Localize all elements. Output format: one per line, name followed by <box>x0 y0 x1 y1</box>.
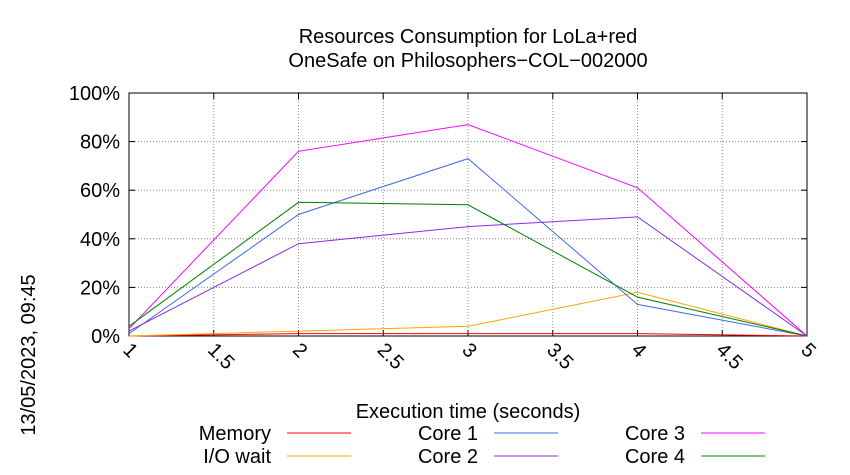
series-line-core-2 <box>128 216 808 337</box>
x-tick-label: 1 <box>118 339 141 362</box>
timestamp-label: 13/05/2023, 09:45 <box>18 274 40 435</box>
x-tick-label: 3.5 <box>542 339 577 374</box>
legend-label: Core 3 <box>625 423 685 445</box>
x-tick-label: 4 <box>627 339 650 362</box>
y-tick-label: 40% <box>80 229 120 251</box>
series-line-core-1 <box>128 158 808 337</box>
x-tick-label: 2.5 <box>373 339 408 374</box>
series-line-memory <box>128 333 808 337</box>
legend-label: Core 1 <box>418 423 478 445</box>
x-tick-label: 5 <box>796 339 819 362</box>
legend-label: Memory <box>199 423 271 445</box>
legend-label: Core 2 <box>418 446 478 468</box>
x-tick-label: 2 <box>288 339 311 362</box>
y-tick-label: 0% <box>91 326 120 348</box>
x-tick-label: 4.5 <box>712 339 747 374</box>
legend-label: Core 4 <box>625 446 685 468</box>
y-axis: 0% 20% 40% 60% 80% 100% <box>69 83 807 348</box>
series-line-i-o-wait <box>128 291 808 337</box>
chart-subtitle: OneSafe on Philosophers−COL−002000 <box>288 50 647 72</box>
series-line-core-3 <box>128 124 808 337</box>
x-tick-label: 1.5 <box>203 339 238 374</box>
y-tick-label: 20% <box>80 277 120 299</box>
legend-label: I/O wait <box>203 446 271 468</box>
series-line-core-4 <box>128 201 808 337</box>
y-tick-label: 80% <box>80 132 120 154</box>
chart-title: Resources Consumption for LoLa+red <box>299 26 638 48</box>
x-tick-label: 3 <box>457 339 480 362</box>
y-tick-label: 100% <box>69 83 120 105</box>
y-tick-label: 60% <box>80 180 120 202</box>
series-lines <box>128 124 808 337</box>
x-axis-label: Execution time (seconds) <box>356 401 581 423</box>
grid <box>129 93 807 336</box>
x-axis: 1 1.5 2 2.5 3 3.5 4 4.5 5 <box>118 93 820 374</box>
